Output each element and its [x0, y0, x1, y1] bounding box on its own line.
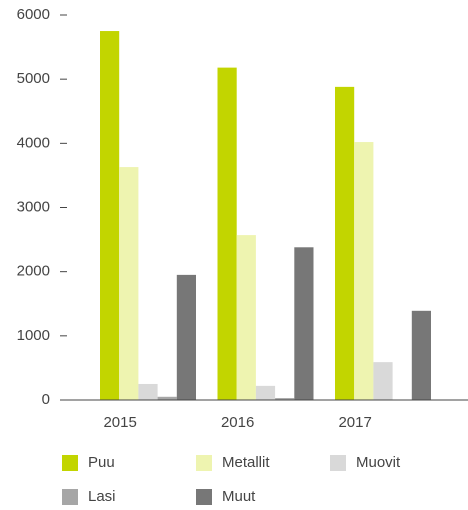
legend-swatch — [196, 455, 212, 471]
bar — [411, 310, 431, 400]
bar — [138, 383, 158, 400]
x-tick-label: 2016 — [221, 414, 254, 431]
bar — [100, 31, 120, 401]
legend-label: Metallit — [222, 454, 270, 471]
legend-swatch — [330, 455, 346, 471]
y-tick-label: 2000 — [17, 263, 50, 280]
legend-label: Muovit — [356, 454, 401, 471]
bar — [255, 385, 276, 400]
legend-swatch — [62, 489, 78, 505]
legend-swatch — [196, 489, 212, 505]
x-tick-label: 2015 — [103, 414, 136, 431]
legend-label: Muut — [222, 488, 256, 505]
y-tick-label: 1000 — [17, 327, 50, 344]
bar — [176, 274, 196, 400]
y-tick-label: 3000 — [17, 198, 50, 215]
y-tick-label: 0 — [42, 391, 50, 408]
bar — [119, 167, 139, 400]
bar — [294, 247, 314, 400]
bar — [236, 235, 256, 400]
legend-swatch — [62, 455, 78, 471]
y-tick-label: 6000 — [17, 6, 50, 23]
bar — [373, 362, 393, 400]
legend-label: Puu — [88, 454, 115, 471]
x-tick-label: 2017 — [338, 414, 371, 431]
y-tick-label: 5000 — [17, 70, 50, 87]
legend-label: Lasi — [88, 488, 116, 505]
y-tick-label: 4000 — [17, 134, 50, 151]
bar — [335, 86, 355, 400]
bar — [217, 67, 237, 400]
bar — [275, 398, 295, 400]
bar — [157, 396, 177, 400]
bar — [354, 142, 374, 401]
